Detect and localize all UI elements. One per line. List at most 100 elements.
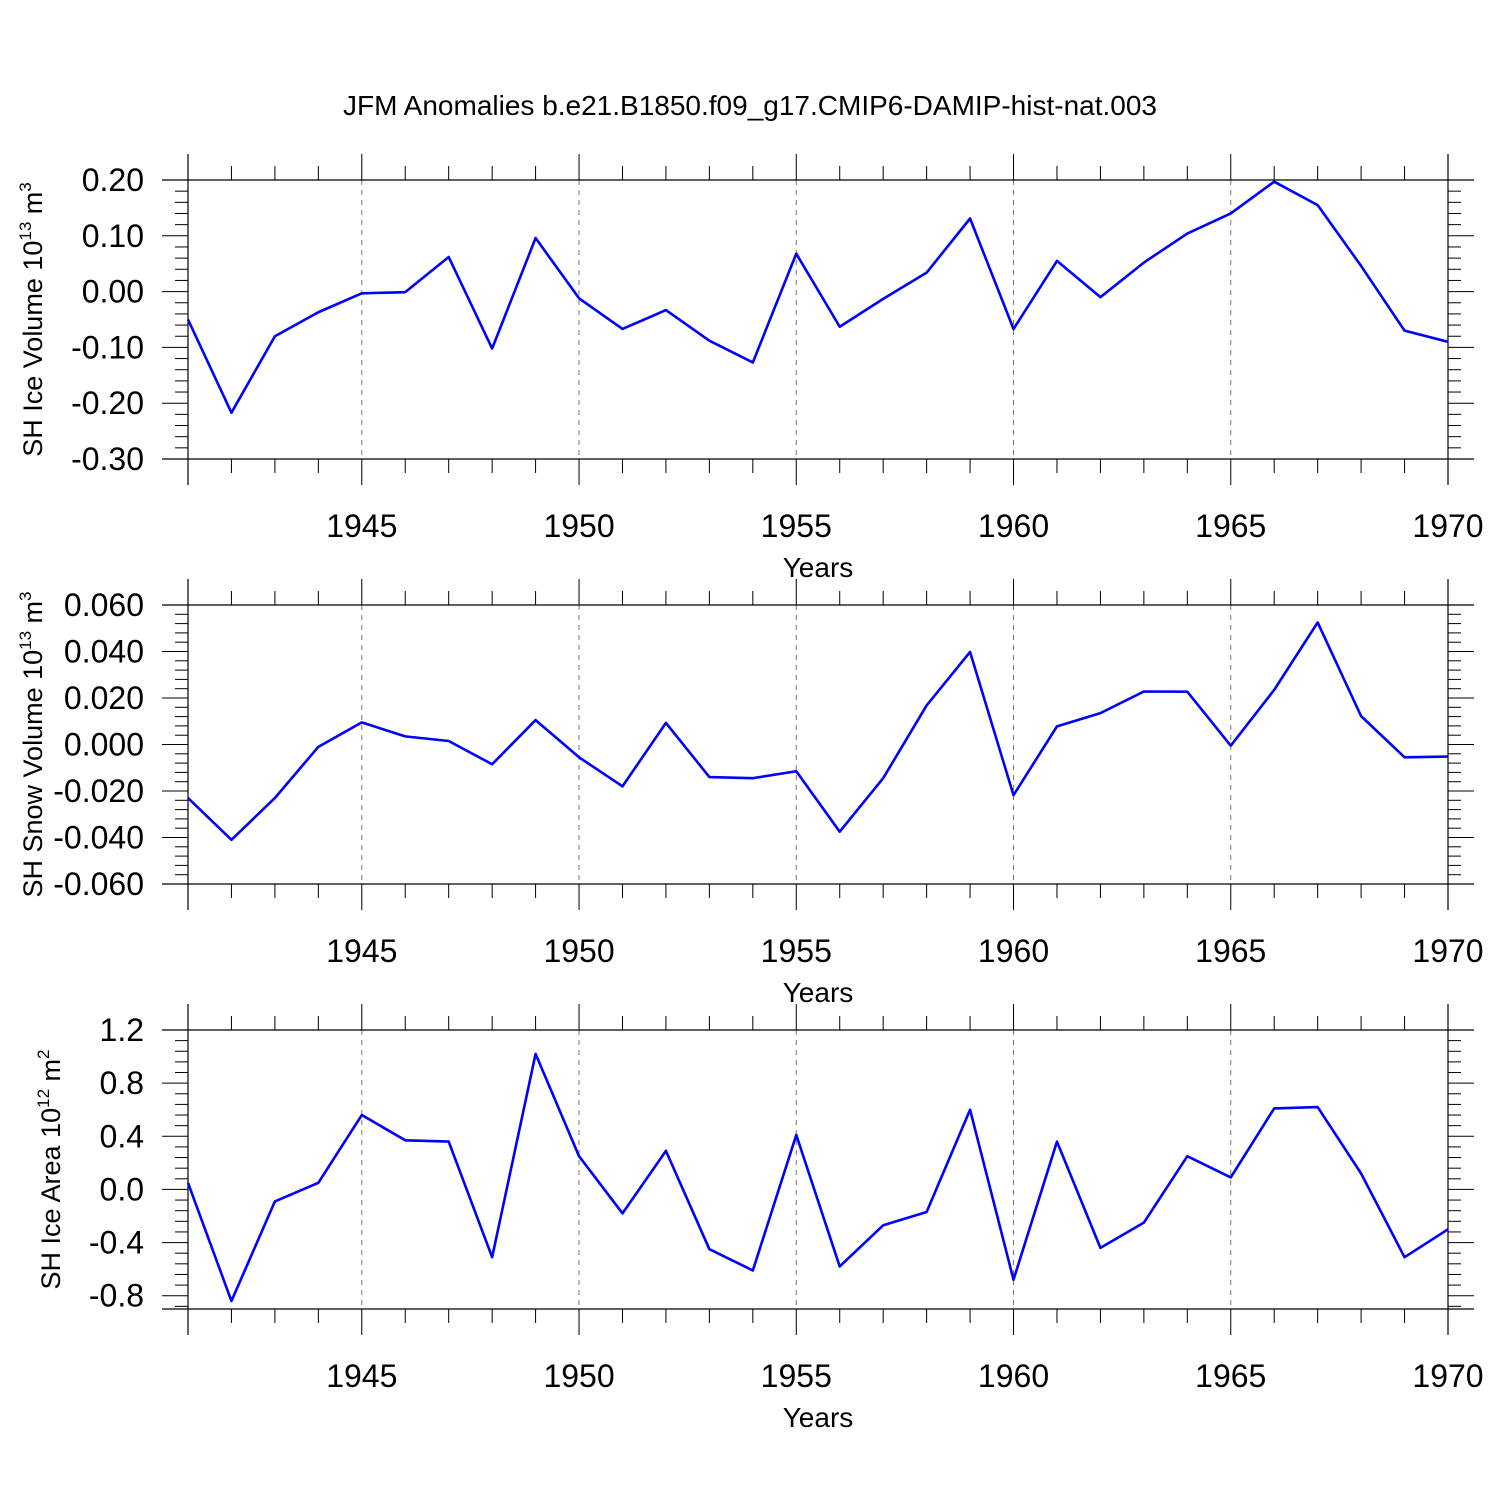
y-tick-label: 0.8 bbox=[100, 1065, 144, 1101]
data-point bbox=[1185, 232, 1189, 236]
y-tick-label: -0.20 bbox=[71, 385, 144, 421]
y-tick-label: 0.020 bbox=[64, 680, 144, 716]
data-point bbox=[229, 411, 233, 415]
data-point bbox=[1012, 793, 1016, 797]
series-line bbox=[187, 621, 1449, 842]
data-point bbox=[881, 1223, 885, 1227]
data-point bbox=[707, 339, 711, 343]
y-tick-label: 0.4 bbox=[100, 1118, 144, 1154]
data-point bbox=[664, 308, 668, 312]
data-point bbox=[1229, 1175, 1233, 1179]
data-point bbox=[447, 1140, 451, 1144]
data-point bbox=[273, 334, 277, 338]
y-tick-label: 0.040 bbox=[64, 634, 144, 670]
data-point bbox=[664, 721, 668, 725]
data-point bbox=[534, 236, 538, 240]
data-point bbox=[403, 1138, 407, 1142]
x-axis-label: Years bbox=[783, 977, 854, 1008]
data-point bbox=[186, 1181, 190, 1185]
x-tick-label: 1945 bbox=[326, 508, 397, 544]
x-tick-label: 1960 bbox=[978, 1358, 1049, 1394]
data-point bbox=[881, 297, 885, 301]
data-point bbox=[968, 1108, 972, 1112]
data-point bbox=[273, 1199, 277, 1203]
y-axis-label-exponent: 13 bbox=[16, 631, 35, 650]
data-point bbox=[447, 255, 451, 259]
y-axis-label-text: SH Ice Area 10 bbox=[36, 1108, 66, 1290]
data-point bbox=[1446, 1227, 1450, 1231]
data-point bbox=[1229, 211, 1233, 215]
data-point bbox=[186, 318, 190, 322]
data-point bbox=[490, 1255, 494, 1259]
x-axis-label: Years bbox=[783, 552, 854, 583]
data-point bbox=[794, 769, 798, 773]
data-point bbox=[1359, 264, 1363, 268]
y-tick-label: 0.00 bbox=[82, 274, 144, 310]
data-point bbox=[968, 650, 972, 654]
y-tick-label: -0.040 bbox=[53, 820, 144, 856]
data-point bbox=[577, 1154, 581, 1158]
x-tick-label: 1965 bbox=[1195, 508, 1266, 544]
data-point bbox=[534, 718, 538, 722]
x-tick-label: 1950 bbox=[543, 1358, 614, 1394]
data-point bbox=[925, 1210, 929, 1214]
data-point bbox=[1055, 259, 1059, 263]
data-point bbox=[1446, 755, 1450, 759]
figure-title: JFM Anomalies b.e21.B1850.f09_g17.CMIP6-… bbox=[343, 90, 1157, 121]
y-axis-label: SH Snow Volume 1013 m3 bbox=[16, 591, 48, 897]
data-point bbox=[707, 775, 711, 779]
data-point bbox=[1403, 755, 1407, 759]
x-tick-label: 1965 bbox=[1195, 933, 1266, 969]
data-point bbox=[577, 296, 581, 300]
data-point bbox=[620, 1211, 624, 1215]
data-point bbox=[1272, 180, 1276, 184]
data-point bbox=[1055, 1140, 1059, 1144]
x-tick-label: 1945 bbox=[326, 1358, 397, 1394]
x-tick-label: 1950 bbox=[543, 933, 614, 969]
x-axis-label: Years bbox=[783, 1402, 854, 1433]
y-axis-label-text: SH Snow Volume 10 bbox=[18, 650, 48, 898]
data-point bbox=[316, 745, 320, 749]
data-point bbox=[490, 347, 494, 351]
data-point bbox=[1446, 340, 1450, 344]
data-point bbox=[273, 796, 277, 800]
y-axis-label-unit-exponent: 2 bbox=[34, 1050, 53, 1059]
data-point bbox=[1359, 1171, 1363, 1175]
data-point bbox=[1142, 1221, 1146, 1225]
x-tick-label: 1970 bbox=[1412, 1358, 1483, 1394]
series-line bbox=[186, 1052, 1449, 1303]
data-point bbox=[794, 252, 798, 256]
x-tick-label: 1970 bbox=[1412, 933, 1483, 969]
data-point bbox=[1012, 327, 1016, 331]
data-point bbox=[1185, 1154, 1189, 1158]
data-point bbox=[1316, 620, 1320, 624]
data-point bbox=[1142, 261, 1146, 265]
y-axis-label-unit: m bbox=[18, 192, 48, 222]
data-point bbox=[1359, 714, 1363, 718]
data-point bbox=[925, 703, 929, 707]
data-point bbox=[838, 830, 842, 834]
y-tick-label: 0.060 bbox=[64, 587, 144, 623]
y-tick-label: -0.10 bbox=[71, 329, 144, 365]
panels: 1945 1950 1955 1960 1965 1970 -0.30 -0.20 -0.10 0… bbox=[16, 154, 1484, 1433]
y-axis-label-text: SH Ice Volume 10 bbox=[18, 241, 48, 457]
data-point bbox=[316, 1181, 320, 1185]
data-point bbox=[1272, 1106, 1276, 1110]
y-axis-label-unit-exponent: 3 bbox=[16, 591, 35, 600]
y-axis-label-exponent: 12 bbox=[34, 1089, 53, 1108]
x-tick-label: 1955 bbox=[761, 933, 832, 969]
data-point bbox=[1316, 203, 1320, 207]
data-point bbox=[925, 271, 929, 275]
y-tick-label: 0.0 bbox=[100, 1171, 144, 1207]
data-point bbox=[1012, 1278, 1016, 1282]
data-point bbox=[360, 1113, 364, 1117]
y-tick-label: -0.060 bbox=[53, 866, 144, 902]
data-point bbox=[1142, 689, 1146, 693]
data-point bbox=[186, 796, 190, 800]
data-point bbox=[620, 784, 624, 788]
x-tick-label: 1970 bbox=[1412, 508, 1483, 544]
y-tick-label: -0.30 bbox=[71, 441, 144, 477]
panel-2: 1945 1950 1955 1960 1965 1970 -0.060 -0.040 -0.0… bbox=[16, 579, 1484, 1008]
data-point bbox=[794, 1133, 798, 1137]
y-tick-label: 0.10 bbox=[82, 218, 144, 254]
